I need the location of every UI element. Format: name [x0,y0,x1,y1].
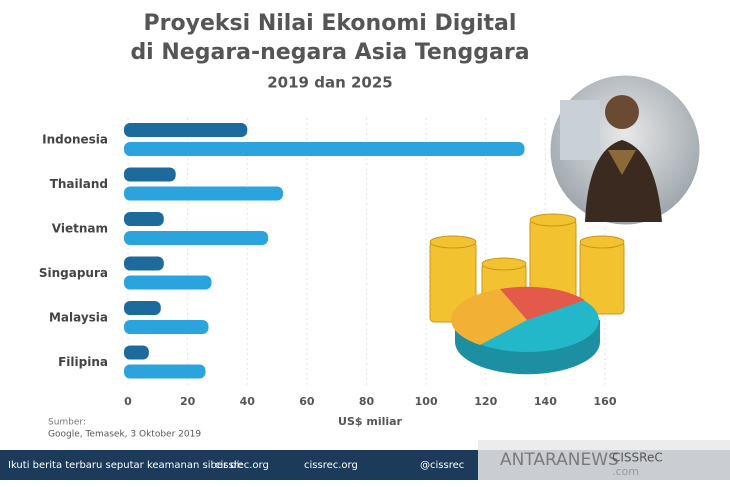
footer-prompt: Ikuti berita terbaru seputar keamanan si… [8,460,243,471]
x-tick-label: 60 [299,395,315,408]
chart-subtitle: 2019 dan 2025 [267,74,392,92]
bar [124,186,284,201]
x-tick-label: 0 [124,395,132,408]
bar [124,275,212,290]
bar [124,231,269,245]
bar [124,123,248,137]
x-tick-label: 40 [240,395,256,408]
y-tick-label: Singapura [39,266,108,280]
y-tick-label: Filipina [58,355,108,369]
footer-web[interactable]: cissrec.org [215,460,269,471]
bar [124,364,206,379]
x-tick-label: 80 [359,395,375,408]
chart-title: di Negara-negara Asia Tenggara [130,40,529,65]
bar [124,301,161,315]
bar [124,167,176,182]
watermark: ANTARANEWS [500,450,619,470]
y-tick-label: Malaysia [49,311,108,325]
x-tick-label: 100 [415,395,438,408]
footer-facebook[interactable]: cissrec.org [304,460,358,471]
decoration [0,72,730,480]
bar [124,345,149,360]
x-axis-label: US$ miliar [338,415,403,428]
source: Google, Temasek, 3 Oktober 2019 [48,430,201,440]
bar [124,212,164,226]
y-tick-label: Indonesia [42,133,108,147]
footer-social[interactable]: @cissrec [420,460,464,471]
watermark-domain: .com [612,465,639,478]
x-tick-label: 160 [594,395,617,408]
bar [124,142,525,156]
logo: CISSReC [612,451,663,465]
x-tick-label: 120 [474,395,497,408]
x-tick-label: 20 [180,395,196,408]
bar [124,320,209,334]
y-tick-label: Thailand [50,177,108,191]
bar [124,256,164,271]
source-label: Sumber: [48,418,86,428]
watermark-bg [478,440,730,480]
y-tick-label: Vietnam [52,222,108,236]
x-tick-label: 140 [534,395,557,408]
chart-title: Proyeksi Nilai Ekonomi Digital [144,11,517,36]
